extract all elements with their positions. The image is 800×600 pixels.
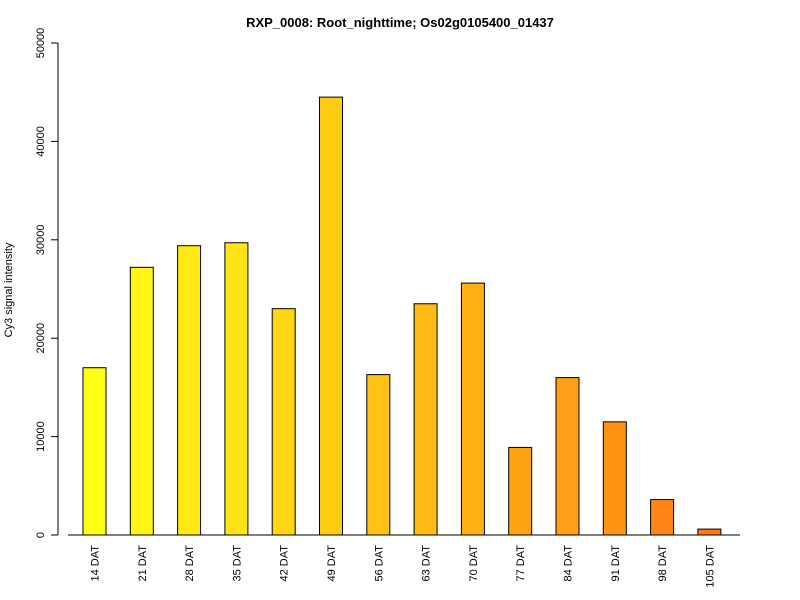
bar [224, 242, 249, 536]
y-tick-label: 50000 [35, 28, 47, 59]
x-tick-label: 91 DAT [610, 545, 622, 582]
x-tick-label: 84 DAT [563, 545, 575, 582]
x-tick-label: 42 DAT [279, 545, 291, 582]
x-tick-labels: 14 DAT 21 DAT 28 DAT 35 DAT 42 DAT 49 DAT 56 D… [90, 545, 717, 588]
bars [82, 96, 722, 536]
y-axis-label: Cy3 signal intensity [3, 242, 15, 337]
x-tick-label: 70 DAT [468, 545, 480, 582]
bar [82, 367, 107, 536]
x-tick-label: 105 DAT [704, 545, 716, 588]
y-tick-label: 10000 [35, 421, 47, 452]
chart-title: RXP_0008: Root_nighttime; Os02g0105400_0… [246, 15, 554, 30]
x-tick-label: 14 DAT [90, 545, 102, 582]
bar [650, 499, 675, 536]
x-tick-label: 63 DAT [421, 545, 433, 582]
bar [271, 308, 296, 536]
bar [366, 374, 391, 536]
x-tick-label: 98 DAT [657, 545, 669, 582]
x-tick-label: 35 DAT [231, 545, 243, 582]
y-tick-label: 40000 [35, 126, 47, 157]
bar [555, 377, 580, 536]
y-tick-label: 30000 [35, 225, 47, 256]
bar [602, 421, 627, 536]
bar [460, 282, 485, 536]
bar [697, 528, 722, 536]
bar [413, 303, 438, 536]
bar [177, 245, 202, 536]
x-tick-label: 49 DAT [326, 545, 338, 582]
x-tick-label: 56 DAT [373, 545, 385, 582]
x-tick-label: 21 DAT [137, 545, 149, 582]
y-tick-label: 20000 [35, 323, 47, 354]
y-axis: 0 10000 20000 30000 40000 50000 [35, 28, 59, 538]
bar [129, 266, 154, 536]
x-tick-label: 77 DAT [515, 545, 527, 582]
bar [508, 446, 533, 536]
y-tick-label: 0 [35, 532, 47, 538]
bar [319, 96, 343, 536]
x-tick-label: 28 DAT [184, 545, 196, 582]
